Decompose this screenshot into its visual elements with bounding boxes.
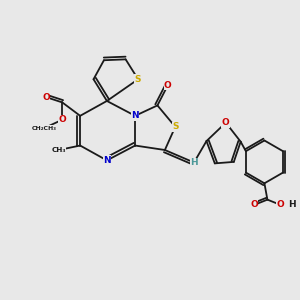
Text: O: O (58, 115, 66, 124)
Text: N: N (131, 111, 139, 120)
Text: O: O (42, 93, 50, 102)
Text: CH₂CH₃: CH₂CH₃ (32, 125, 57, 130)
Text: O: O (277, 200, 285, 209)
Text: N: N (103, 156, 111, 165)
Text: S: S (135, 75, 141, 84)
Text: CH₃: CH₃ (52, 147, 66, 153)
Text: H: H (288, 200, 296, 209)
Text: O: O (222, 118, 230, 127)
Text: H: H (190, 158, 198, 167)
Text: S: S (172, 122, 178, 131)
Text: O: O (164, 81, 172, 90)
Text: O: O (250, 200, 258, 209)
